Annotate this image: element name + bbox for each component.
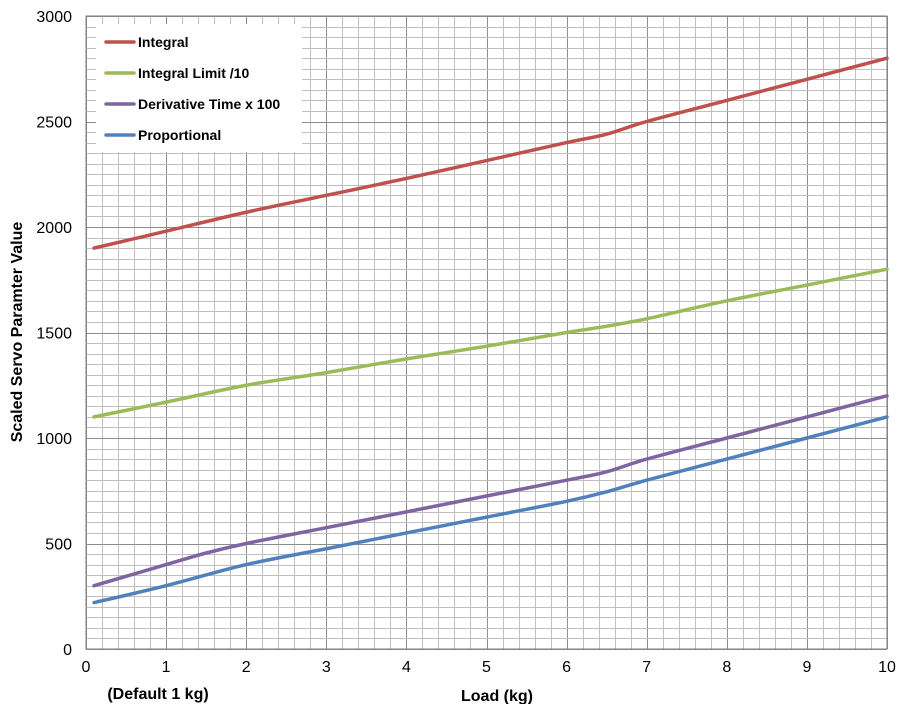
x-tick-label: 10	[878, 659, 896, 676]
x-tick-label: 8	[722, 659, 731, 676]
x-tick-label: 2	[242, 659, 251, 676]
legend-label: Proportional	[138, 127, 221, 143]
series-line-proportional	[92, 415, 889, 605]
x-axis-tick-labels: 0 1 2 3 4 5 6 7 8 9 10	[82, 659, 896, 676]
series-lines	[92, 56, 889, 605]
x-tick-label: 0	[82, 659, 91, 676]
legend-label: Derivative Time x 100	[138, 96, 280, 112]
y-tick-label: 500	[45, 537, 72, 554]
y-tick-label: 2500	[36, 115, 72, 132]
y-axis-title: Scaled Servo Paramter Value	[9, 222, 26, 443]
series-line-integral-limit-10	[92, 267, 889, 419]
plot-area-frame	[85, 15, 888, 650]
x-tick-label: 7	[642, 659, 651, 676]
legend: Integral Integral Limit /10 Derivative Tim…	[96, 24, 302, 152]
series-line-derivative-time-x-100	[92, 394, 889, 588]
x-tick-label: 9	[802, 659, 811, 676]
legend-box	[96, 24, 302, 152]
x-tick-label: 4	[402, 659, 411, 676]
y-tick-label: 0	[63, 642, 72, 659]
x-tick-label: 3	[322, 659, 331, 676]
x-tick-label: 1	[162, 659, 171, 676]
legend-label: Integral Limit /10	[138, 65, 249, 81]
legend-label: Integral	[138, 34, 189, 50]
y-axis-tick-labels: 0 500 1000 1500 2000 2500 3000	[36, 9, 72, 659]
x-axis-annotation: (Default 1 kg)	[107, 686, 208, 703]
x-tick-label: 6	[562, 659, 571, 676]
x-tick-label: 5	[482, 659, 491, 676]
y-tick-label: 3000	[36, 9, 72, 26]
x-axis-title: Load (kg)	[461, 688, 533, 704]
y-tick-label: 2000	[36, 220, 72, 237]
y-tick-label: 1000	[36, 431, 72, 448]
y-tick-label: 1500	[36, 326, 72, 343]
series-line-integral	[92, 56, 889, 250]
